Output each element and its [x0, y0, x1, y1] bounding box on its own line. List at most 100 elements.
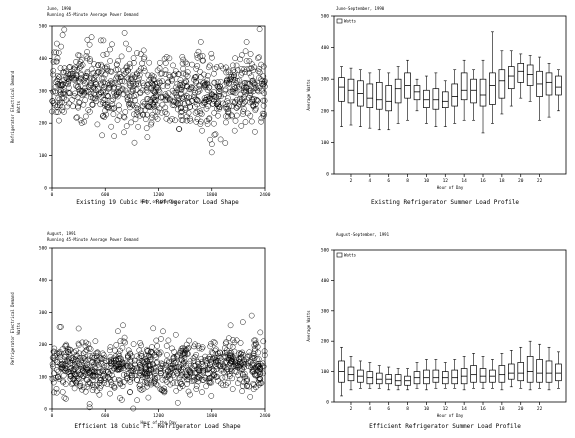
- data-point: [233, 369, 240, 375]
- data-point: [183, 93, 190, 99]
- data-point: [107, 376, 114, 383]
- data-point: [236, 355, 242, 362]
- data-point: [115, 102, 122, 109]
- data-point: [78, 63, 84, 69]
- data-point: [136, 347, 143, 354]
- x-tick-label: 8: [406, 406, 409, 412]
- data-point: [166, 72, 172, 78]
- data-point: [243, 83, 249, 90]
- data-point: [69, 361, 76, 368]
- data-point: [84, 377, 91, 383]
- data-point: [160, 83, 166, 89]
- legend-swatch: [336, 18, 343, 24]
- data-point: [225, 335, 232, 342]
- data-point: [187, 104, 194, 110]
- data-point: [220, 382, 226, 389]
- data-point: [200, 80, 206, 87]
- data-point: [77, 58, 84, 65]
- data-point: [203, 94, 210, 101]
- data-point: [82, 113, 89, 120]
- data-point: [157, 79, 163, 86]
- data-point: [102, 96, 109, 103]
- data-point: [60, 372, 67, 379]
- x-axis-label: Hour of Day: [437, 185, 464, 190]
- y-tick-label: 400: [39, 278, 47, 284]
- data-point: [248, 65, 255, 72]
- data-point: [233, 104, 240, 111]
- data-point: [100, 364, 107, 371]
- data-point: [181, 79, 188, 86]
- data-point: [250, 368, 257, 375]
- data-point: [195, 360, 202, 367]
- data-point: [153, 360, 160, 366]
- data-point: [193, 73, 200, 80]
- data-point: [257, 376, 264, 383]
- data-point: [84, 366, 90, 372]
- data-point: [162, 104, 169, 111]
- data-point: [138, 342, 145, 349]
- data-point: [79, 386, 85, 393]
- data-point: [109, 367, 115, 374]
- data-point: [57, 361, 64, 368]
- data-point-outlier: [208, 149, 215, 156]
- data-point: [115, 58, 121, 64]
- data-point: [207, 362, 214, 368]
- data-point: [101, 84, 107, 90]
- data-point: [65, 84, 72, 91]
- data-point: [54, 367, 60, 373]
- data-point: [183, 95, 190, 101]
- chart-existing-summer-boxplot: June-September, 1990 0 100 200 300 400 500 Hou…: [290, 0, 575, 220]
- data-point: [53, 385, 60, 392]
- data-point: [240, 372, 246, 378]
- data-point: [246, 349, 253, 356]
- data-point: [150, 361, 156, 368]
- data-point: [114, 93, 121, 100]
- data-point: [107, 344, 114, 350]
- data-point: [147, 97, 154, 103]
- data-point: [124, 94, 131, 100]
- data-point: [60, 365, 66, 372]
- data-point: [86, 41, 93, 48]
- data-point: [107, 46, 113, 53]
- data-point: [199, 102, 206, 108]
- data-point: [202, 81, 209, 88]
- data-point: [104, 65, 110, 72]
- data-point: [199, 57, 206, 64]
- chart-caption: Efficient 18 Cubic Ft. Refrigerator Load…: [74, 423, 241, 430]
- data-point: [96, 91, 103, 98]
- data-point: [60, 89, 67, 96]
- x-tick-label: 600: [101, 192, 109, 198]
- data-point: [199, 53, 206, 59]
- data-point: [89, 382, 96, 388]
- data-point: [202, 357, 208, 363]
- data-point: [117, 74, 124, 81]
- data-point-outlier: [58, 324, 64, 330]
- data-point: [146, 59, 153, 66]
- data-point: [206, 361, 213, 368]
- data-point: [180, 65, 186, 72]
- data-point: [100, 37, 107, 44]
- chart-subtitle: Running 45-Minute Average Power Demand: [47, 12, 139, 17]
- data-point: [230, 98, 236, 105]
- data-point: [197, 39, 204, 45]
- data-point: [190, 377, 197, 384]
- data-point: [126, 82, 133, 89]
- data-point: [261, 97, 268, 104]
- data-point: [148, 348, 154, 355]
- y-axis-label: Average Watts: [306, 310, 311, 342]
- data-point: [255, 349, 262, 356]
- data-point: [133, 81, 139, 87]
- data-point: [56, 324, 63, 330]
- data-point: [65, 89, 72, 96]
- data-point: [107, 68, 114, 75]
- y-tick-label: 400: [321, 45, 329, 51]
- data-point: [153, 84, 160, 90]
- data-point: [220, 369, 227, 375]
- data-point: [172, 374, 178, 381]
- data-point: [109, 101, 116, 107]
- data-point: [80, 384, 87, 391]
- y-tick-label: 300: [39, 310, 47, 316]
- data-point: [184, 113, 190, 120]
- data-point-outlier: [120, 322, 126, 329]
- data-point: [100, 371, 107, 378]
